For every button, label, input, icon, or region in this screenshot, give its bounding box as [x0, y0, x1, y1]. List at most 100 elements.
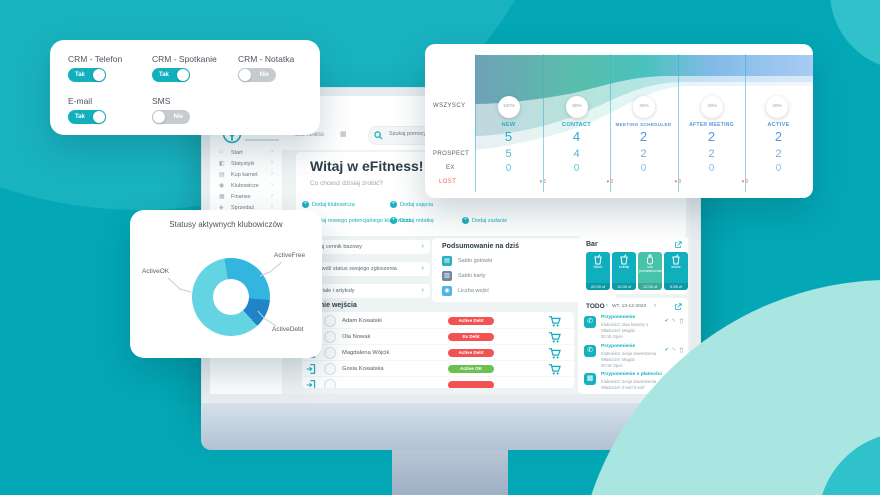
stage-name: AFTER MEETING: [689, 122, 734, 128]
toggle-crm-spotkanie[interactable]: Tak: [152, 68, 190, 82]
trash-icon[interactable]: [679, 318, 684, 324]
donut-hole: [213, 279, 249, 315]
credit-card-icon: ▥: [442, 271, 452, 281]
calendar-icon: ▦: [584, 373, 596, 385]
trash-icon[interactable]: [679, 347, 684, 353]
cart-icon[interactable]: [548, 332, 561, 343]
cart-icon[interactable]: [548, 316, 561, 327]
apps-grid-icon[interactable]: ▦: [340, 131, 347, 138]
entry-row[interactable]: Adam Kowalski Active Debt: [302, 314, 574, 329]
pencil-icon[interactable]: ✎: [671, 347, 676, 353]
ex-value: 0: [505, 163, 512, 174]
stage-name: MEETING SCHEDULED: [615, 122, 672, 127]
toggle-email[interactable]: Tak: [68, 110, 106, 124]
pencil-icon[interactable]: ✎: [671, 318, 676, 324]
chevron-right-icon: ›: [421, 287, 424, 294]
search-icon: [374, 131, 383, 140]
todo-item[interactable]: ✆ Przypomnienie Klubowicz: dwa karnety 1…: [578, 314, 688, 342]
members-icon: ◉: [219, 183, 225, 189]
entry-row[interactable]: Gosia Kowalska Active OK: [302, 362, 574, 377]
chevron-right-icon: ›: [271, 204, 273, 210]
cart-icon[interactable]: [548, 348, 561, 359]
external-link-icon[interactable]: [674, 303, 682, 311]
entry-row[interactable]: Magdalena Wójcik Active Debt: [302, 346, 574, 361]
shortcut-row-pricing[interactable]: Dodaj cennik bazowy ›: [302, 240, 430, 254]
toggle-knob: [93, 111, 105, 123]
toggle-knob: [239, 69, 251, 81]
next-day-arrow[interactable]: ›: [654, 303, 656, 309]
phone-icon: ✆: [584, 316, 596, 328]
chevron-right-icon: ›: [271, 171, 273, 177]
todo-item[interactable]: ✆ Przypomnienie Klubowicz: sesja zawiesz…: [578, 343, 688, 371]
sidebar-item-start[interactable]: ⌂ Start ›: [219, 149, 273, 156]
bar-product-tile[interactable]: bidon 20,00 zł: [586, 252, 610, 290]
sidebar-item-finanse[interactable]: ▦ Finanse ›: [219, 193, 273, 200]
stage-value: 2: [639, 129, 648, 144]
bar-product-tile[interactable]: koktajl 10,00 zł: [612, 252, 636, 290]
page-title: Witaj w eFitness!: [310, 158, 424, 174]
entry-row[interactable]: [302, 378, 574, 388]
prev-day-arrow[interactable]: ‹: [606, 303, 608, 309]
page-subtitle: Co chcesz dzisiaj zrobić?: [310, 180, 383, 187]
plus-icon: +: [390, 217, 397, 224]
todo-item[interactable]: ▦ Przypomnienie o płatności Klubowicz: s…: [578, 371, 688, 394]
toggle-crm-telefon[interactable]: Tak: [68, 68, 106, 82]
donut-connector-lines: [167, 261, 283, 327]
quick-link-add-member[interactable]: + Dodaj klubowicza: [302, 201, 355, 208]
entries-title: Ostatnie wejścia: [302, 302, 357, 309]
avatar: [324, 331, 336, 343]
row-label-ex: EX: [446, 165, 455, 171]
entry-row[interactable]: Ola Nowak Ex Debt: [302, 330, 574, 345]
row-label-lost: LOST: [439, 179, 457, 185]
bar-product-tile[interactable]: sok pomarańczowy 12,00 zł: [638, 252, 662, 290]
sidebar-item-kup-karnet[interactable]: ▤ Kup karnet ›: [219, 171, 273, 178]
stage-value: 4: [572, 129, 581, 144]
prospect-value: 4: [573, 148, 580, 160]
check-icon[interactable]: ✔: [664, 347, 669, 353]
external-link-icon[interactable]: [674, 241, 682, 249]
toggle-knob: [93, 69, 105, 81]
sales-icon: ◈: [219, 205, 224, 211]
check-icon[interactable]: ✔: [664, 318, 669, 324]
entries-card: Adam Kowalski Active Debt Ola Nowak Ex D…: [302, 312, 574, 388]
plus-icon: +: [302, 201, 309, 208]
stage-percent: 80%: [566, 96, 588, 118]
column-divider: [610, 54, 611, 192]
ex-value: 0: [640, 163, 647, 174]
toggle-crm-notatka[interactable]: Nie: [238, 68, 276, 82]
lost-marker: ▾ 2: [606, 179, 614, 185]
home-icon: ⌂: [219, 149, 223, 155]
stage-name: CONTACT: [561, 122, 592, 128]
ex-value: 0: [775, 163, 782, 174]
bar-product-tile[interactable]: shake 5,55 zł: [664, 252, 688, 290]
column-divider: [475, 54, 476, 192]
status-badge: [448, 381, 494, 388]
prospect-value: 2: [708, 148, 715, 160]
stage-percent: 100%: [498, 96, 520, 118]
club-name: klub fitness: [294, 132, 325, 138]
lost-marker: ▾ 1: [539, 179, 547, 185]
chevron-right-icon: ›: [421, 265, 424, 272]
shortcut-row-tutorials[interactable]: Tutoriale i artykuły ›: [302, 284, 430, 298]
search-input[interactable]: [387, 130, 457, 138]
sidebar-item-statystyki[interactable]: ◧ Statystyki ›: [219, 160, 273, 167]
plus-icon: +: [462, 217, 469, 224]
quick-link-add-task[interactable]: + Dodaj zadanie: [462, 217, 508, 224]
pass-icon: ▤: [219, 172, 225, 178]
quick-link-add-class[interactable]: + Dodaj zajęcia: [390, 201, 434, 208]
shortcut-row-application-status[interactable]: Sprawdź status swojego zgłoszenia ›: [302, 262, 430, 276]
quick-link-add-note[interactable]: + Dodaj notatkę: [390, 217, 434, 224]
column-divider: [678, 54, 679, 192]
chevron-right-icon: ›: [271, 182, 273, 188]
stage-value: 5: [504, 129, 513, 144]
sidebar-item-klubowicze[interactable]: ◉ Klubowicze ›: [219, 182, 273, 189]
entry-door-icon: [306, 364, 316, 374]
prospect-value: 2: [640, 148, 647, 160]
column-divider: [745, 54, 746, 192]
sidebar-item-sprzedaz[interactable]: ◈ Sprzedaż ›: [219, 204, 273, 211]
cart-icon[interactable]: [548, 364, 561, 375]
toggle-sms[interactable]: Nie: [152, 110, 190, 124]
stage-percent: 40%: [633, 96, 655, 118]
stage-name: NEW: [501, 122, 516, 128]
